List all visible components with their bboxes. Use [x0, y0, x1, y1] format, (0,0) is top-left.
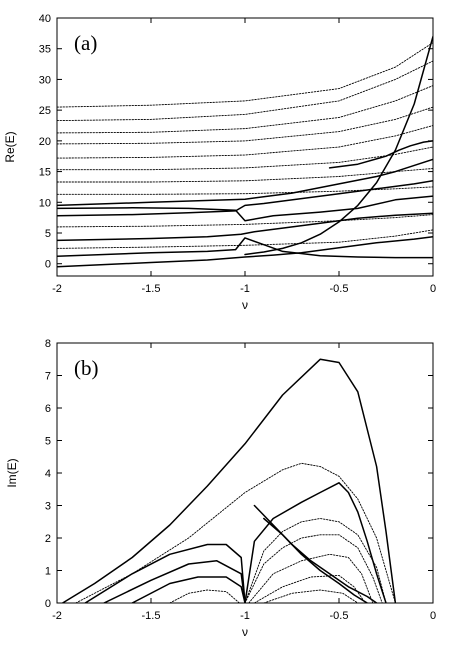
series-line	[57, 229, 433, 249]
x-tick-label: 0	[430, 610, 436, 622]
series-line	[253, 504, 378, 603]
series-line	[253, 574, 366, 603]
y-tick-label: 5	[45, 228, 51, 240]
series-line	[61, 358, 397, 603]
series-line	[57, 85, 433, 134]
series-line	[57, 106, 433, 145]
y-tick-label: 20	[39, 136, 51, 148]
series-line	[244, 518, 387, 603]
series-line	[263, 517, 368, 603]
x-axis-label: ν	[242, 298, 248, 312]
y-tick-label: 4	[45, 468, 51, 480]
panel-a: -2 -1.5 -1 -0.5 0 0 5 10 15 20 25 30 35 40 ν Re(E) (a)	[3, 13, 436, 312]
series-line	[57, 158, 433, 207]
series-line	[57, 168, 433, 183]
x-tick-label: -2	[52, 283, 62, 295]
x-tick-label: -1.5	[142, 610, 161, 622]
y-axis-label: Re(E)	[3, 131, 17, 162]
x-tick-label: -0.5	[330, 610, 349, 622]
y-tick-label: 15	[39, 167, 51, 179]
y-tick-label: 40	[39, 13, 51, 25]
x-tick-label: -1	[240, 283, 250, 295]
y-tick-label: 1	[45, 566, 51, 578]
series-line	[244, 35, 433, 256]
y-tick-label: 6	[45, 403, 51, 415]
series-line	[57, 42, 433, 108]
series-line	[57, 180, 433, 217]
series-line	[248, 553, 374, 603]
plot-frame	[56, 342, 434, 604]
panel-label: (a)	[74, 31, 97, 55]
y-axis-label: Im(E)	[5, 458, 19, 487]
y-tick-label: 3	[45, 501, 51, 513]
x-axis-label: ν	[242, 625, 248, 639]
series-line	[57, 195, 433, 222]
y-tick-label: 30	[39, 74, 51, 86]
series-line	[57, 212, 433, 242]
panel-b: -2 -1.5 -1 -0.5 0 0 1 2 3 4 5 6 7 8 ν Im(E) (b)	[5, 338, 436, 639]
y-tick-label: 0	[45, 598, 51, 610]
series-line	[84, 543, 246, 603]
series-line	[169, 589, 240, 603]
x-tick-label: -0.5	[330, 283, 349, 295]
series-line	[57, 60, 433, 122]
series-line	[57, 146, 433, 171]
y-tick-label: 25	[39, 105, 51, 117]
y-tick-label: 35	[39, 44, 51, 56]
series-line	[263, 589, 359, 603]
y-tick-label: 2	[45, 533, 51, 545]
series-line	[57, 235, 433, 268]
series-line	[57, 214, 433, 228]
y-tick-label: 5	[45, 436, 51, 448]
panel-label: (b)	[74, 356, 99, 380]
series-line	[57, 186, 433, 195]
series-group	[57, 35, 433, 268]
y-tick-label: 10	[39, 197, 51, 209]
series-line	[75, 462, 396, 603]
x-tick-label: -1	[240, 610, 250, 622]
y-tick-label: 8	[45, 338, 51, 350]
series-line	[328, 140, 433, 169]
y-tick-label: 0	[45, 259, 51, 271]
series-line	[131, 576, 246, 603]
x-tick-label: 0	[430, 283, 436, 295]
series-line	[103, 560, 246, 603]
series-line	[244, 482, 387, 603]
x-tick-label: -1.5	[142, 283, 161, 295]
series-group	[61, 358, 397, 603]
x-tick-label: -2	[52, 610, 62, 622]
series-line	[57, 125, 433, 159]
y-tick-label: 7	[45, 371, 51, 383]
series-line	[244, 534, 383, 603]
